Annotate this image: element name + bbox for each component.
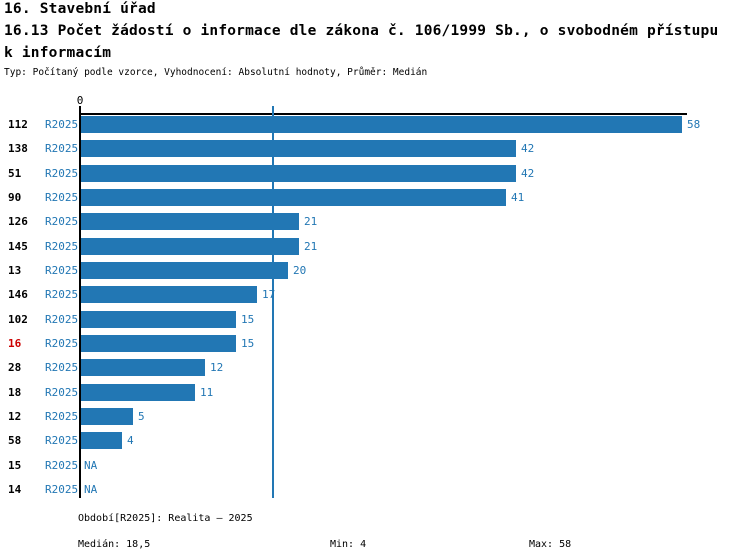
bar (81, 262, 288, 279)
row-series-label: R2025 (45, 142, 79, 155)
axis-top-line (79, 113, 687, 115)
bar (81, 189, 506, 206)
row-category-label: 51 (8, 167, 22, 180)
bar (81, 311, 236, 328)
bar-value-label: 4 (127, 434, 134, 447)
bar (81, 335, 236, 352)
row-category-label: 58 (8, 434, 22, 447)
chart-row: 16 R2025 15 (0, 335, 750, 352)
bar-value-label: 58 (687, 118, 701, 131)
bar-value-label: 5 (138, 410, 145, 423)
chart-row: 145 R2025 21 (0, 238, 750, 255)
bar (81, 140, 516, 157)
max-stat: Max: 58 (529, 539, 572, 550)
chart-row: 126 R2025 21 (0, 213, 750, 230)
row-category-label: 90 (8, 191, 22, 204)
bar (81, 359, 205, 376)
report-meta: Typ: Počítaný podle vzorce, Vyhodnocení:… (4, 67, 428, 78)
bar-value-label: 15 (241, 313, 255, 326)
row-category-label: 126 (8, 215, 28, 228)
chart-row: 51 R2025 42 (0, 165, 750, 182)
row-series-label: R2025 (45, 167, 79, 180)
bar-value-label: 21 (304, 215, 318, 228)
row-series-label: R2025 (45, 240, 79, 253)
bar-value-label: 11 (200, 386, 214, 399)
chart-row: 90 R2025 41 (0, 189, 750, 206)
bar (81, 116, 682, 133)
row-category-label: 102 (8, 313, 28, 326)
row-series-label: R2025 (45, 264, 79, 277)
row-series-label: R2025 (45, 215, 79, 228)
bar-value-label: 12 (210, 361, 224, 374)
bar (81, 286, 257, 303)
row-category-label: 13 (8, 264, 22, 277)
bar (81, 432, 122, 449)
row-series-label: R2025 (45, 337, 79, 350)
row-series-label: R2025 (45, 191, 79, 204)
row-category-label: 15 (8, 459, 22, 472)
bar (81, 165, 516, 182)
chart-row: 12 R2025 5 (0, 408, 750, 425)
chart-row: 146 R2025 17 (0, 286, 750, 303)
chart-row: 138 R2025 42 (0, 140, 750, 157)
bar-value-label: 42 (521, 142, 535, 155)
bar-value-label: 42 (521, 167, 535, 180)
row-category-label: 28 (8, 361, 22, 374)
bar-value-label: NA (84, 483, 98, 496)
period-legend: Období[R2025]: Realita – 2025 (78, 513, 253, 524)
row-category-label: 16 (8, 337, 22, 350)
min-stat: Min: 4 (330, 539, 367, 550)
row-series-label: R2025 (45, 118, 79, 131)
median-line (272, 106, 274, 498)
report-title-line2: k informacím (4, 45, 112, 61)
row-category-label: 12 (8, 410, 22, 423)
row-series-label: R2025 (45, 386, 79, 399)
chart-row: 102 R2025 15 (0, 311, 750, 328)
section-title: 16. Stavební úřad (4, 1, 156, 17)
row-category-label: 146 (8, 288, 28, 301)
axis-zero-label: 0 (76, 94, 84, 107)
bar (81, 238, 299, 255)
chart-row: 58 R2025 4 (0, 432, 750, 449)
axis-left-line (79, 106, 81, 498)
row-series-label: R2025 (45, 410, 79, 423)
row-series-label: R2025 (45, 483, 79, 496)
row-series-label: R2025 (45, 288, 79, 301)
chart-row: 14 R2025 NA (0, 481, 750, 498)
row-category-label: 14 (8, 483, 22, 496)
bar-value-label: 21 (304, 240, 318, 253)
chart-row: 18 R2025 11 (0, 384, 750, 401)
chart-row: 13 R2025 20 (0, 262, 750, 279)
bar-value-label: 20 (293, 264, 307, 277)
chart-row: 15 R2025 NA (0, 457, 750, 474)
row-category-label: 145 (8, 240, 28, 253)
row-series-label: R2025 (45, 434, 79, 447)
bar (81, 408, 133, 425)
chart-row: 112 R2025 58 (0, 116, 750, 133)
row-category-label: 18 (8, 386, 22, 399)
row-category-label: 112 (8, 118, 28, 131)
bar (81, 213, 299, 230)
bar (81, 384, 195, 401)
row-series-label: R2025 (45, 459, 79, 472)
report-title-line1: 16.13 Počet žádostí o informace dle záko… (4, 23, 719, 39)
bar-value-label: NA (84, 459, 98, 472)
bar-value-label: 17 (262, 288, 276, 301)
row-category-label: 138 (8, 142, 28, 155)
median-stat: Medián: 18,5 (78, 539, 151, 550)
row-series-label: R2025 (45, 361, 79, 374)
row-series-label: R2025 (45, 313, 79, 326)
bar-value-label: 15 (241, 337, 255, 350)
chart-row: 28 R2025 12 (0, 359, 750, 376)
bar-value-label: 41 (511, 191, 525, 204)
